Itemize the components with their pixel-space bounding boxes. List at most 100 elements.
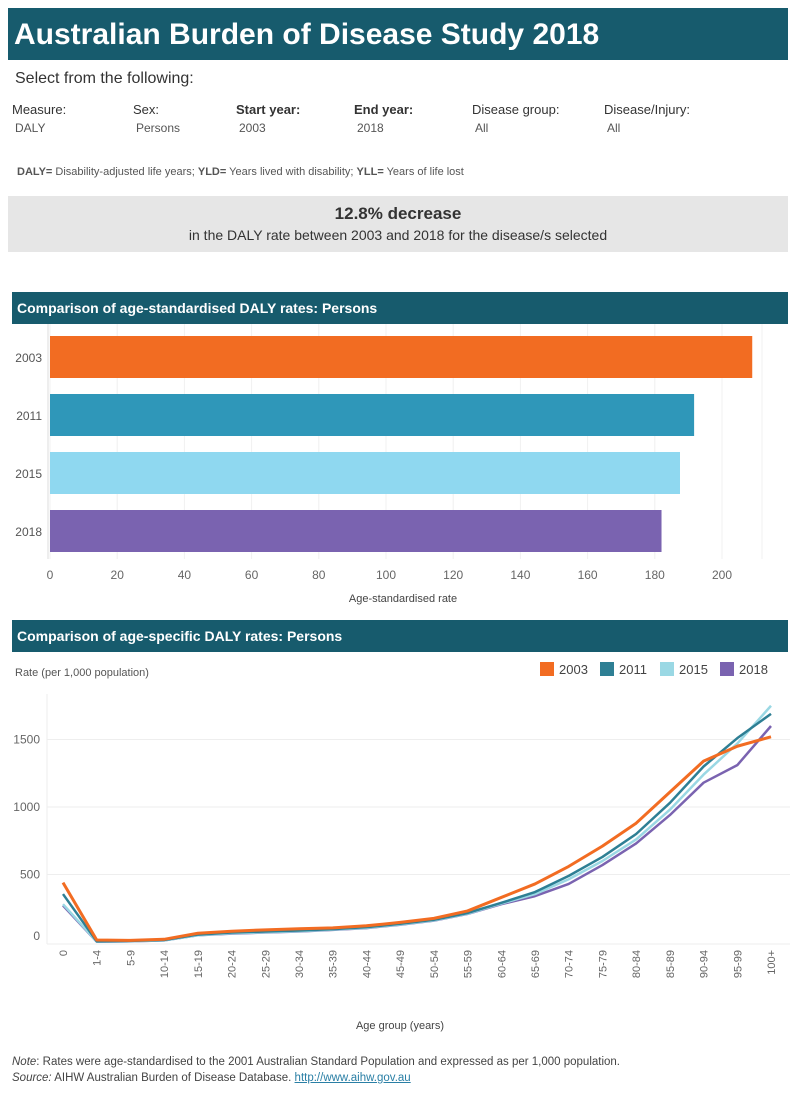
bar-2003 bbox=[50, 336, 753, 378]
bar-2015 bbox=[50, 452, 680, 494]
kpi-subtext: in the DALY rate between 2003 and 2018 f… bbox=[188, 227, 608, 243]
filter-label: Disease group: bbox=[472, 102, 560, 117]
abbr-yld-def: Years lived with disability; bbox=[226, 166, 357, 178]
filter-startyear[interactable]: Start year: 2003 bbox=[236, 102, 300, 135]
y-tick-label: 500 bbox=[20, 868, 40, 882]
x-tick-label: 65-69 bbox=[530, 950, 542, 978]
filter-value[interactable]: Persons bbox=[136, 121, 181, 135]
x-tick-label: 50-54 bbox=[429, 950, 441, 978]
select-label: Select from the following: bbox=[15, 70, 194, 87]
filter-measure[interactable]: Measure: DALY bbox=[12, 102, 66, 135]
y-tick-label: 1500 bbox=[13, 733, 40, 747]
legend-swatch-2015 bbox=[660, 662, 674, 676]
note-label: Note bbox=[12, 1056, 37, 1068]
legend-swatch-2003 bbox=[540, 662, 554, 676]
filter-diseaseinjury[interactable]: Disease/Injury: All bbox=[604, 102, 690, 135]
note-text: : Rates were age-standardised to the 200… bbox=[36, 1056, 621, 1068]
series-line-2015 bbox=[62, 704, 772, 943]
x-tick-label: 70-74 bbox=[564, 950, 576, 978]
filter-value[interactable]: All bbox=[607, 121, 621, 135]
filter-endyear[interactable]: End year: 2018 bbox=[354, 102, 413, 135]
legend-label-2011: 2011 bbox=[619, 662, 647, 677]
x-tick-label: 180 bbox=[645, 568, 665, 582]
legend-label-2018: 2018 bbox=[739, 662, 768, 677]
legend-swatch-2011 bbox=[600, 662, 614, 676]
x-tick-label: 60 bbox=[245, 568, 259, 582]
x-tick-label: 40-44 bbox=[361, 950, 373, 978]
x-tick-label: 0 bbox=[47, 568, 54, 582]
filter-value[interactable]: 2003 bbox=[239, 121, 266, 135]
x-tick-label: 0 bbox=[58, 950, 70, 956]
x-tick-label: 160 bbox=[578, 568, 598, 582]
filter-diseasegroup[interactable]: Disease group: All bbox=[472, 102, 559, 135]
x-tick-label: 100+ bbox=[766, 950, 778, 975]
x-tick-label: 95-99 bbox=[732, 950, 744, 978]
abbr-daly-def: Disability-adjusted life years; bbox=[52, 166, 198, 178]
x-tick-label: 200 bbox=[712, 568, 732, 582]
legend-swatch-2018 bbox=[720, 662, 734, 676]
x-tick-label: 10-14 bbox=[159, 950, 171, 978]
x-tick-label: 120 bbox=[443, 568, 463, 582]
filter-label: Measure: bbox=[12, 102, 67, 117]
filter-value[interactable]: 2018 bbox=[357, 121, 384, 135]
legend-label-2003: 2003 bbox=[559, 662, 588, 677]
x-tick-label: 55-59 bbox=[463, 950, 475, 978]
line-chart-title: Comparison of age-specific DALY rates: P… bbox=[12, 620, 788, 652]
y-tick-label: 2015 bbox=[15, 467, 42, 481]
source-label: Source: bbox=[12, 1072, 52, 1084]
filter-label: End year: bbox=[354, 102, 414, 117]
source-text: AIHW Australian Burden of Disease Databa… bbox=[51, 1072, 295, 1084]
x-tick-label: 75-79 bbox=[597, 950, 609, 978]
x-tick-label: 60-64 bbox=[496, 950, 508, 978]
x-tick-label: 85-89 bbox=[665, 950, 677, 978]
x-tick-label: 1-4 bbox=[92, 950, 104, 966]
series-line-2003 bbox=[61, 735, 772, 942]
y-tick-label: 0 bbox=[33, 929, 40, 943]
x-tick-label: 80-84 bbox=[631, 950, 643, 978]
x-tick-label: 5-9 bbox=[125, 950, 137, 966]
x-tick-label: 140 bbox=[510, 568, 530, 582]
legend-label-2015: 2015 bbox=[679, 662, 708, 677]
y-tick-label: 2003 bbox=[15, 351, 42, 365]
abbr-yll: YLL= bbox=[356, 166, 384, 178]
x-axis-label: Age group (years) bbox=[356, 1020, 444, 1032]
x-tick-label: 20 bbox=[111, 568, 125, 582]
kpi-headline: 12.8% decrease bbox=[334, 204, 462, 223]
x-axis-label: Age-standardised rate bbox=[349, 593, 457, 605]
abbr-yld: YLD= bbox=[197, 166, 227, 178]
x-tick-label: 15-19 bbox=[193, 950, 205, 978]
bar-chart-title: Comparison of age-standardised DALY rate… bbox=[12, 292, 788, 324]
footnote: Note: Rates were age-standardised to the… bbox=[12, 1054, 620, 1086]
filter-label: Sex: bbox=[133, 102, 160, 117]
x-tick-label: 30-34 bbox=[294, 950, 306, 978]
filter-label: Disease/Injury: bbox=[604, 102, 690, 117]
filter-value[interactable]: DALY bbox=[15, 121, 46, 135]
bar-2018 bbox=[50, 510, 662, 552]
series-line-2011 bbox=[61, 712, 772, 943]
x-tick-label: 90-94 bbox=[699, 950, 711, 978]
y-axis-label: Rate (per 1,000 population) bbox=[15, 667, 149, 679]
filter-sex[interactable]: Sex: Persons bbox=[133, 102, 180, 135]
line-chart: Rate (per 1,000 population) 2003 2011 2015 2… bbox=[13, 662, 790, 1032]
x-tick-label: 40 bbox=[178, 568, 192, 582]
abbr-daly: DALY= bbox=[17, 166, 53, 178]
kpi-box: 12.8% decrease in the DALY rate between … bbox=[8, 196, 788, 252]
x-tick-label: 20-24 bbox=[227, 950, 239, 978]
y-tick-label: 1000 bbox=[13, 800, 40, 814]
page-title: Australian Burden of Disease Study 2018 bbox=[8, 8, 788, 60]
bar-2011 bbox=[50, 394, 695, 436]
y-tick-label: 2011 bbox=[16, 409, 42, 423]
series-line-2018 bbox=[62, 725, 772, 943]
abbreviations: DALY= Disability-adjusted life years; YL… bbox=[17, 166, 464, 178]
abbr-yll-def: Years of life lost bbox=[383, 166, 464, 178]
source-link[interactable]: http://www.aihw.gov.au bbox=[294, 1072, 411, 1084]
filter-label: Start year: bbox=[236, 102, 301, 117]
x-tick-label: 35-39 bbox=[328, 950, 340, 978]
x-tick-label: 25-29 bbox=[260, 950, 272, 978]
bar-chart: 0 20 40 60 80 100 120 140 160 180 200 2003 2011 2015 2… bbox=[15, 324, 763, 605]
y-tick-label: 2018 bbox=[15, 525, 42, 539]
filter-value[interactable]: All bbox=[475, 121, 489, 135]
x-tick-label: 100 bbox=[376, 568, 396, 582]
x-tick-label: 80 bbox=[312, 568, 326, 582]
x-tick-label: 45-49 bbox=[395, 950, 407, 978]
